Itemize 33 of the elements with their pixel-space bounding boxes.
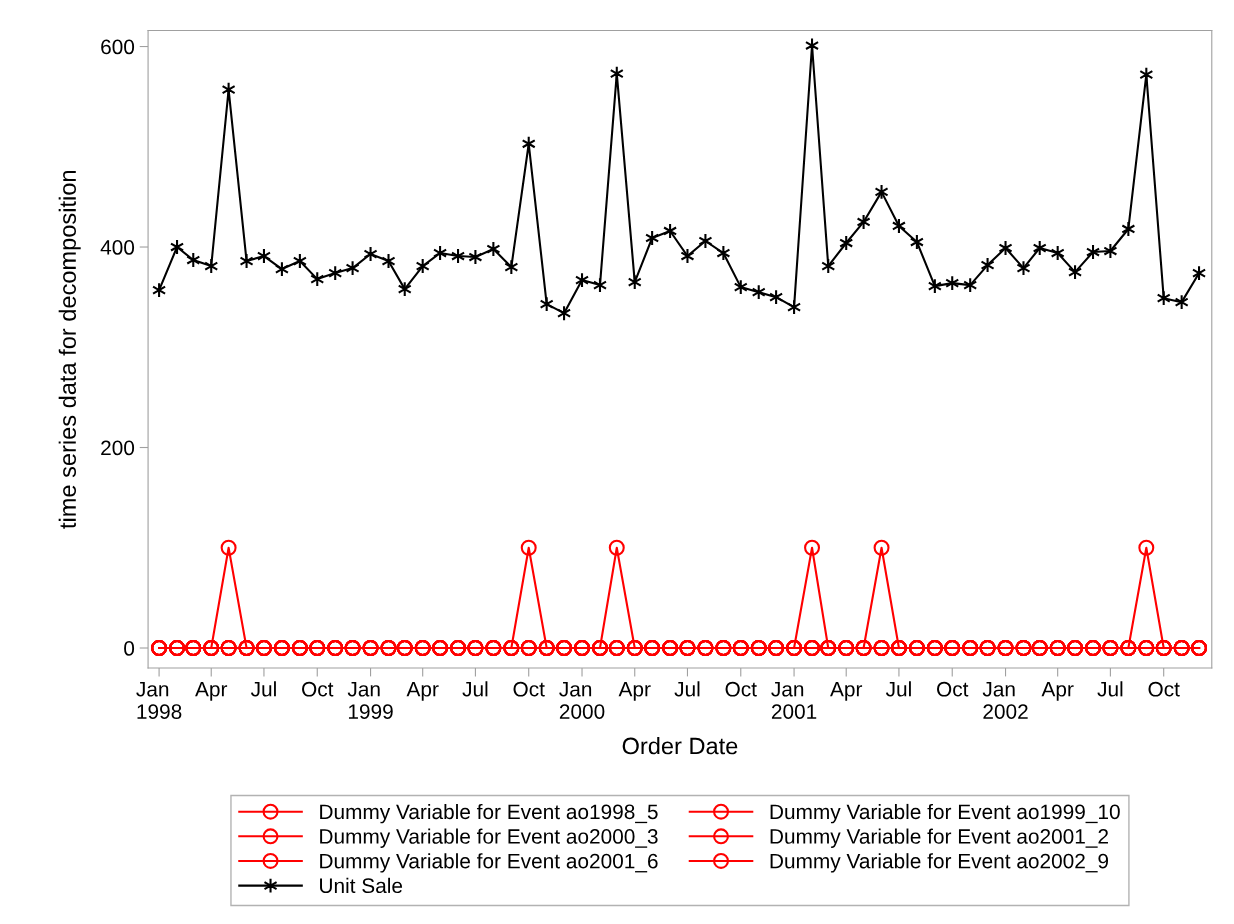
x-tick-label: Jul xyxy=(674,681,700,697)
x-tick-label: Oct xyxy=(937,681,969,697)
x-tick-label: Jan 2000 xyxy=(559,682,605,719)
y-tick-label: 400 xyxy=(100,240,135,255)
legend-label: Dummy Variable for Event ao2001_6 xyxy=(320,853,658,873)
y-tick-label: 600 xyxy=(101,39,135,55)
x-tick-label: Oct xyxy=(1148,681,1180,697)
x-tick-label: Jan 2002 xyxy=(982,682,1028,719)
x-tick-label: Oct xyxy=(725,681,757,697)
legend-label: Dummy Variable for Event ao1998_5 xyxy=(320,803,658,824)
legend-label: Dummy Variable for Event ao2000_3 xyxy=(320,828,658,848)
x-tick-label: Jul xyxy=(1097,681,1123,697)
x-tick-label: Apr xyxy=(1041,682,1074,701)
y-tick-label: 0 xyxy=(124,641,135,656)
x-tick-label: Jul xyxy=(885,681,911,697)
x-tick-label: Oct xyxy=(513,681,545,697)
x-tick-label: Jul xyxy=(462,681,488,697)
legend-label: Dummy Variable for Event ao1999_10 xyxy=(770,803,1120,824)
x-tick-label: Apr xyxy=(618,682,651,701)
x-tick-label: Apr xyxy=(406,682,439,701)
x-tick-label: Oct xyxy=(302,681,334,697)
x-tick-label: Jan 1998 xyxy=(136,682,182,719)
x-tick-label: Jan 2001 xyxy=(771,682,817,719)
x-tick-label: Jul xyxy=(250,681,276,697)
y-tick-label: 200 xyxy=(101,440,135,456)
legend-label: Dummy Variable for Event ao2001_2 xyxy=(770,828,1108,848)
x-tick-label: Apr xyxy=(195,682,228,701)
x-axis-title: Order Date xyxy=(622,737,738,755)
x-tick-label: Apr xyxy=(830,682,863,701)
y-axis-title: time series data for decomposition xyxy=(58,171,81,529)
legend-label: Dummy Variable for Event ao2002_9 xyxy=(770,853,1109,873)
x-tick-label: Jan 1999 xyxy=(347,682,393,719)
legend-label: Unit Sale xyxy=(320,877,403,894)
